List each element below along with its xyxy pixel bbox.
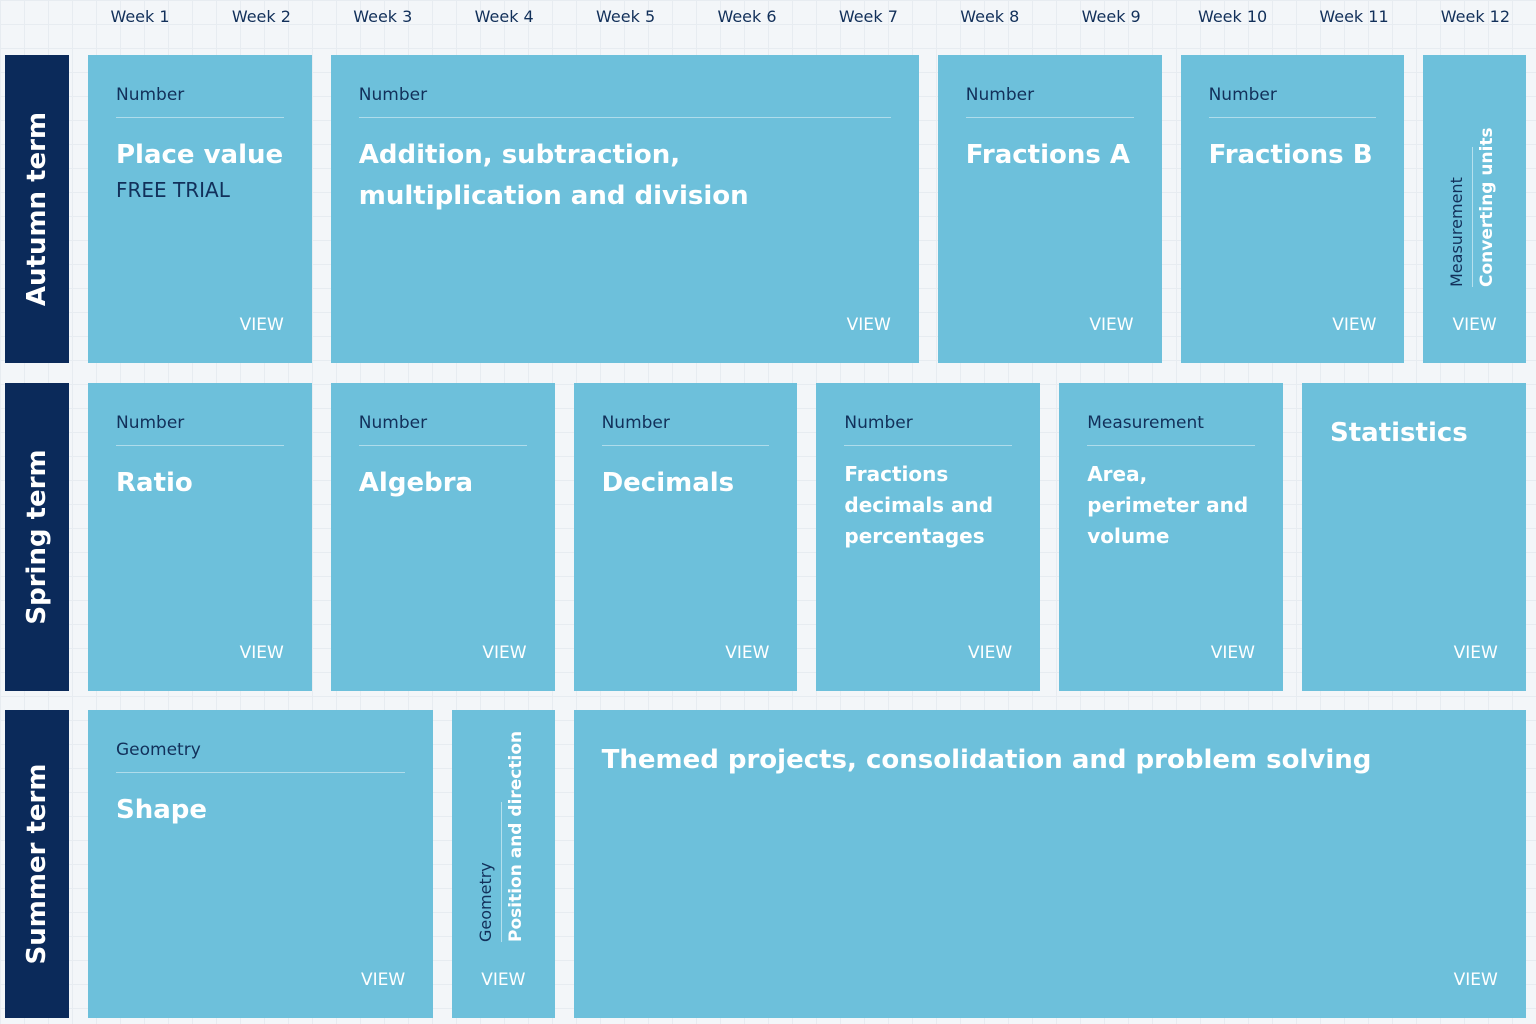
- unit-card[interactable]: Geometry Shape VIEW: [88, 710, 434, 1018]
- unit-category: Number: [1208, 85, 1377, 118]
- unit-title: Fractions decimals and percentages: [844, 462, 994, 548]
- unit-category: Number: [358, 413, 527, 446]
- unit-card[interactable]: Number Place value FREE TRIAL VIEW: [88, 55, 312, 363]
- week-label: Week 10: [1197, 7, 1268, 26]
- view-link[interactable]: VIEW: [482, 643, 527, 663]
- week-label: Week 5: [596, 7, 656, 26]
- view-link[interactable]: VIEW: [725, 643, 770, 663]
- unit-card[interactable]: Number Fractions B VIEW: [1180, 55, 1405, 363]
- unit-card[interactable]: Statistics VIEW: [1302, 383, 1526, 691]
- unit-title: Decimals: [601, 468, 735, 498]
- unit-title: Place value FREE TRIAL: [116, 140, 284, 202]
- unit-category: Measurement: [1087, 413, 1255, 446]
- unit-card[interactable]: Number Algebra VIEW: [330, 383, 555, 691]
- week-label: Week 2: [231, 7, 291, 26]
- unit-category: Number: [358, 85, 891, 118]
- week-label: Week 6: [717, 7, 777, 26]
- week-label: Week 11: [1319, 7, 1389, 26]
- view-link[interactable]: VIEW: [1210, 643, 1255, 663]
- unit-category: Measurement: [1447, 147, 1474, 287]
- unit-title: Converting units: [1477, 127, 1498, 287]
- unit-category: Geometry: [476, 802, 503, 942]
- unit-title: Statistics: [1330, 418, 1468, 448]
- week-label: Week 4: [474, 7, 534, 26]
- week-label: Week 3: [353, 7, 413, 26]
- view-link[interactable]: VIEW: [239, 315, 284, 335]
- unit-card[interactable]: Number Fractions A VIEW: [937, 55, 1162, 363]
- term-bar: Summer term: [5, 710, 69, 1018]
- week-label: Week 7: [838, 7, 898, 26]
- view-link[interactable]: VIEW: [1453, 643, 1498, 663]
- view-link[interactable]: VIEW: [1453, 970, 1498, 990]
- unit-title: Fractions A: [965, 140, 1131, 170]
- unit-category: Geometry: [116, 740, 406, 773]
- term-bar: Autumn term: [5, 55, 69, 363]
- unit-category: Number: [116, 85, 284, 118]
- unit-category: Number: [116, 413, 284, 446]
- free-trial-badge: FREE TRIAL: [116, 178, 230, 202]
- unit-title: Fractions B: [1208, 140, 1373, 170]
- unit-category: Number: [965, 85, 1134, 118]
- view-link[interactable]: VIEW: [967, 643, 1013, 663]
- unit-title: Shape: [116, 795, 208, 825]
- unit-title: Addition, subtraction, multiplication an…: [358, 140, 749, 211]
- unit-title: Area, perimeter and volume: [1087, 462, 1249, 548]
- unit-title: Themed projects, consolidation and probl…: [601, 745, 1372, 775]
- view-link[interactable]: VIEW: [846, 315, 891, 335]
- unit-card[interactable]: Number Fractions decimals and percentages…: [816, 383, 1041, 691]
- unit-card[interactable]: Measurement Area, perimeter and volume VIE…: [1059, 383, 1283, 691]
- week-label: Week 9: [1081, 7, 1141, 26]
- unit-title: Algebra: [358, 468, 474, 498]
- week-label: Week 1: [110, 7, 170, 26]
- unit-card[interactable]: Themed projects, consolidation and probl…: [573, 710, 1526, 1018]
- week-label: Week 8: [960, 7, 1020, 26]
- unit-title: Position and direction: [506, 730, 527, 942]
- view-link[interactable]: VIEW: [1452, 315, 1497, 335]
- unit-card[interactable]: Geometry Position and direction VIEW: [452, 710, 555, 1018]
- unit-category: Number: [601, 413, 770, 446]
- view-link[interactable]: VIEW: [481, 970, 526, 990]
- unit-card[interactable]: Number Ratio VIEW: [88, 383, 312, 691]
- term-bar: Spring term: [5, 383, 69, 691]
- unit-category: Number: [844, 413, 1013, 446]
- week-label: Week 12: [1440, 7, 1511, 26]
- unit-card[interactable]: Number Addition, subtraction, multiplicat…: [330, 55, 919, 363]
- unit-card[interactable]: Measurement Converting units VIEW: [1423, 55, 1526, 363]
- view-link[interactable]: VIEW: [1332, 315, 1377, 335]
- view-link[interactable]: VIEW: [1089, 315, 1134, 335]
- term-name: Spring term: [22, 449, 52, 625]
- unit-card[interactable]: Number Decimals VIEW: [573, 383, 798, 691]
- term-name: Summer term: [22, 763, 52, 965]
- view-link[interactable]: VIEW: [239, 643, 284, 663]
- term-name: Autumn term: [22, 111, 52, 307]
- unit-title: Ratio: [116, 468, 193, 498]
- view-link[interactable]: VIEW: [360, 970, 406, 990]
